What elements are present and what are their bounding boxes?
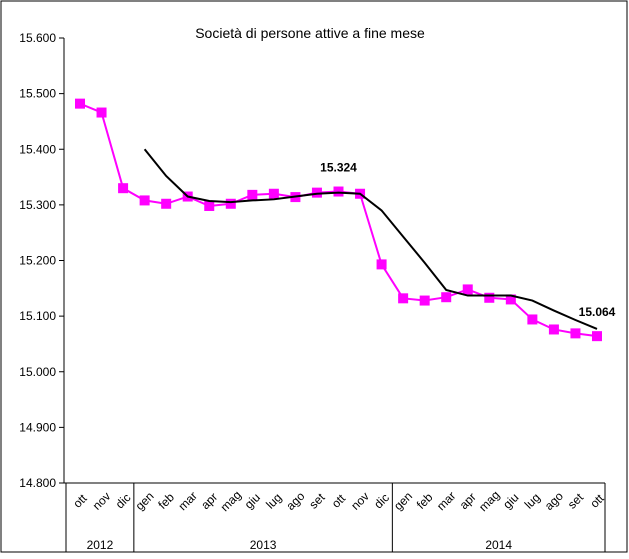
group-label: 2014 (485, 538, 512, 552)
point-marker (247, 189, 258, 200)
point-marker (75, 98, 85, 109)
point-marker (376, 259, 387, 270)
series-line (143, 148, 598, 330)
point-marker (548, 324, 559, 335)
point-marker (484, 292, 495, 303)
point-marker (592, 331, 602, 342)
group-label: 2013 (250, 538, 277, 552)
chart-title: Società di persone attive a fine mese (195, 25, 425, 41)
point-marker (118, 183, 129, 194)
point-marker (419, 295, 430, 306)
point-marker (139, 195, 150, 206)
point-marker (441, 292, 452, 303)
data-label: 15.324 (320, 161, 357, 175)
point-marker (398, 293, 409, 304)
point-marker (570, 328, 581, 339)
point-marker (161, 198, 172, 209)
y-tick-label: 15.000 (19, 365, 56, 379)
point-marker (204, 200, 215, 211)
point-marker (96, 107, 107, 118)
y-tick-label: 15.300 (19, 198, 56, 212)
point-marker (462, 284, 473, 295)
point-marker (333, 186, 344, 197)
y-tick-label: 14.900 (19, 420, 56, 434)
y-tick-label: 15.400 (19, 142, 56, 156)
point-marker (311, 187, 322, 198)
point-marker (225, 198, 236, 209)
group-label: 2012 (87, 538, 114, 552)
y-tick-label: 15.100 (19, 309, 56, 323)
data-label: 15.064 (579, 305, 616, 319)
y-tick-label: 15.600 (19, 31, 56, 45)
y-tick-label: 15.500 (19, 87, 56, 101)
y-tick-label: 15.200 (19, 254, 56, 268)
point-marker (505, 294, 516, 305)
point-marker (527, 314, 538, 325)
point-marker (268, 188, 279, 199)
y-tick-label: 14.800 (19, 476, 56, 490)
